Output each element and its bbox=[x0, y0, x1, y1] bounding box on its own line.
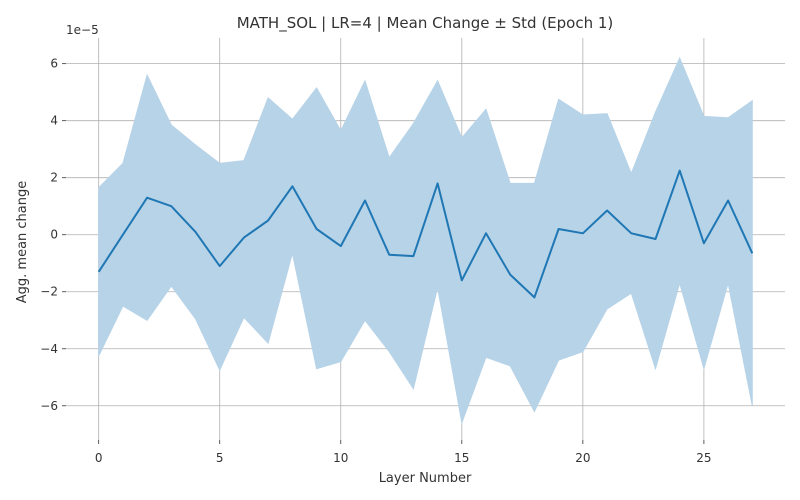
std-band bbox=[98, 56, 753, 425]
std-band-area bbox=[98, 56, 753, 425]
x-axis-ticks: 0 5 10 15 20 25 bbox=[95, 440, 712, 465]
x-tick-label: 10 bbox=[333, 451, 348, 465]
y-tick-label: −2 bbox=[40, 285, 58, 299]
y-axis-label: Agg. mean change bbox=[15, 181, 30, 304]
y-tick-label: 4 bbox=[50, 114, 58, 128]
y-axis-ticks: −6 −4 −2 0 2 4 6 bbox=[40, 57, 66, 413]
mean-line bbox=[97, 169, 754, 299]
x-tick-label: 15 bbox=[454, 451, 469, 465]
y-tick-label: 2 bbox=[50, 171, 58, 185]
y-tick-label: 0 bbox=[50, 228, 58, 242]
x-tick-label: 25 bbox=[696, 451, 711, 465]
x-axis-label: Layer Number bbox=[379, 471, 472, 486]
x-tick-label: 0 bbox=[95, 451, 103, 465]
y-tick-label: −4 bbox=[40, 342, 58, 356]
y-tick-label: −6 bbox=[40, 399, 58, 413]
y-offset-label: 1e−5 bbox=[66, 23, 99, 37]
chart-title: MATH_SOL | LR=4 | Mean Change ± Std (Epo… bbox=[237, 14, 614, 33]
x-tick-label: 20 bbox=[575, 451, 590, 465]
y-tick-label: 6 bbox=[50, 57, 58, 71]
mean-series-line bbox=[97, 169, 754, 299]
x-tick-label: 5 bbox=[216, 451, 224, 465]
